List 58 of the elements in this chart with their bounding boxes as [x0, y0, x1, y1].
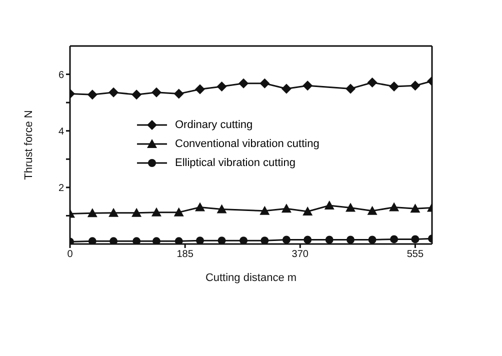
point	[260, 78, 270, 88]
point	[174, 237, 183, 244]
point	[132, 237, 141, 244]
point	[151, 207, 162, 216]
point	[238, 78, 249, 88]
point	[302, 80, 313, 91]
point	[304, 236, 312, 244]
legend-label: Elliptical vibration cutting	[175, 156, 296, 168]
y-tick-label: 2	[58, 182, 64, 194]
point	[410, 80, 420, 91]
point	[108, 208, 119, 217]
point	[87, 90, 98, 100]
x-tick-label: 555	[406, 249, 424, 260]
point	[282, 236, 290, 244]
point	[108, 87, 119, 98]
point	[389, 81, 400, 92]
x-axis-title: Cutting distance m	[205, 272, 297, 284]
point	[325, 236, 334, 244]
point	[132, 90, 142, 100]
x-tick-label: 370	[292, 249, 309, 260]
x-tick-label: 0	[67, 249, 74, 260]
point	[281, 84, 292, 94]
y-tick-label: 6	[58, 70, 64, 81]
point	[194, 84, 205, 94]
point	[87, 208, 98, 218]
point	[88, 237, 96, 244]
point	[216, 81, 227, 92]
point	[367, 206, 378, 215]
point	[368, 236, 376, 244]
legend-label: Conventional vibration cutting	[175, 138, 320, 150]
x-tick-label: 185	[176, 249, 194, 260]
y-axis-title: Thrust force N	[22, 110, 35, 180]
y-tick-label: 4	[58, 126, 64, 138]
point	[346, 202, 356, 212]
point	[132, 208, 142, 217]
point	[324, 200, 334, 210]
point	[174, 88, 184, 99]
point	[110, 237, 118, 244]
legend-label: Ordinary cutting	[175, 118, 253, 130]
point	[240, 236, 248, 244]
point	[194, 202, 205, 212]
point	[302, 206, 313, 216]
point	[152, 237, 160, 244]
point	[389, 202, 400, 212]
point	[196, 236, 204, 244]
point	[346, 84, 356, 94]
point	[410, 204, 420, 213]
point	[367, 77, 378, 88]
point	[390, 235, 398, 244]
point	[260, 206, 270, 215]
point	[174, 207, 184, 216]
point	[411, 235, 420, 244]
point	[346, 236, 355, 244]
point	[218, 236, 226, 244]
point	[260, 236, 269, 244]
point	[216, 204, 227, 214]
point	[151, 87, 162, 98]
point	[281, 204, 292, 213]
